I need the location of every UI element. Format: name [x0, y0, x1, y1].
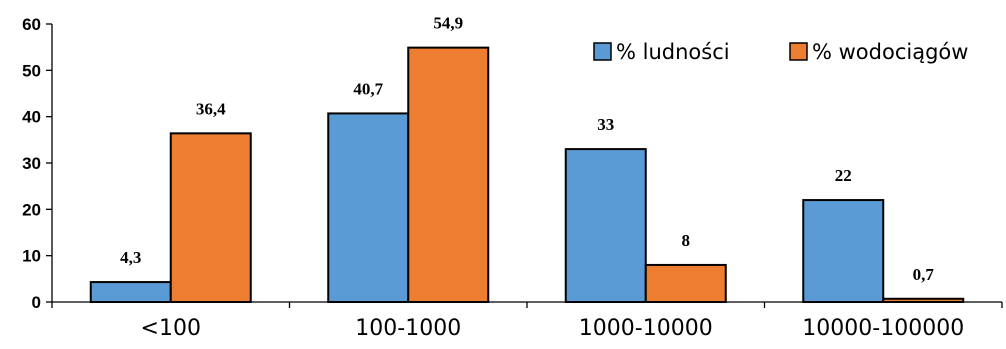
y-tick-label: 0 [32, 293, 41, 312]
bar [802, 199, 885, 303]
y-tick-label: 40 [22, 108, 41, 127]
y-axis: 0 10 20 30 40 50 60 [22, 15, 53, 312]
legend: % ludności % wodociągów [593, 40, 968, 64]
bar [564, 148, 647, 303]
data-label: 54,9 [433, 14, 463, 33]
bars [89, 46, 965, 303]
x-tick-label: 1000-10000 [579, 316, 713, 341]
data-label: 22 [835, 166, 852, 185]
data-label: 40,7 [353, 79, 383, 98]
y-tick-label: 10 [22, 247, 41, 266]
x-tick-label: 10000-100000 [802, 316, 964, 341]
bar [407, 46, 490, 303]
legend-label: % wodociągów [812, 40, 968, 64]
bar [644, 263, 727, 303]
data-label: 0,7 [913, 265, 935, 284]
legend-swatch [789, 42, 808, 61]
bar [89, 281, 172, 303]
bar [327, 112, 410, 303]
x-tick-label: <100 [141, 316, 201, 341]
legend-swatch [593, 42, 612, 61]
x-tick-label: 100-1000 [355, 316, 461, 341]
y-tick-label: 30 [22, 154, 41, 173]
bar [169, 132, 252, 303]
y-tick-label: 60 [22, 15, 41, 34]
data-label: 8 [682, 231, 691, 250]
y-tick-label: 50 [22, 61, 41, 80]
data-labels: 4,3 36,4 40,7 54,9 33 8 22 0,7 [120, 14, 934, 284]
data-label: 4,3 [120, 248, 141, 267]
data-label: 36,4 [196, 99, 226, 118]
legend-label: % ludności [616, 40, 730, 64]
data-label: 33 [597, 115, 614, 134]
y-tick-label: 20 [22, 200, 41, 219]
x-axis: <100 100-1000 1000-10000 10000-100000 [51, 301, 1003, 341]
